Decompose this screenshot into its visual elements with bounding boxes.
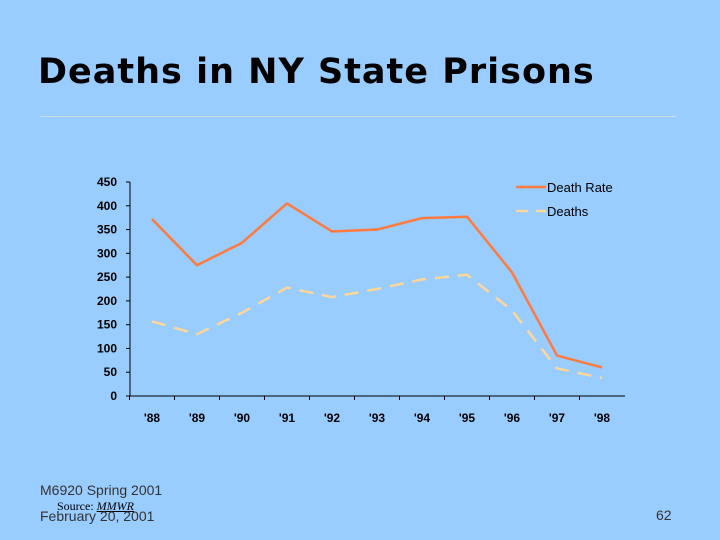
course-label: M6920 Spring 2001	[40, 482, 163, 498]
x-tick-label: '98	[594, 411, 611, 425]
x-tick-label: '88	[144, 411, 161, 425]
y-tick-labels: 450 400 350 300 250 200 150 100 50 0	[97, 175, 130, 403]
x-tick-label: '97	[549, 411, 566, 425]
y-tick-label: 250	[97, 270, 117, 284]
chart-legend: Death Rate Deaths	[516, 180, 613, 219]
y-tick-label: 100	[97, 341, 117, 355]
x-tick-label: '91	[279, 411, 296, 425]
x-tick-labels: '88 '89 '90 '91 '92 '93 '94 '95 '96 '97 '98	[129, 396, 611, 425]
series-line-death-rate	[151, 202, 603, 369]
y-tick-label: 300	[97, 246, 117, 260]
series-lines	[151, 202, 603, 380]
x-tick-label: '92	[324, 411, 341, 425]
x-tick-label: '89	[189, 411, 206, 425]
x-tick-label: '90	[234, 411, 251, 425]
y-tick-label: 200	[97, 294, 117, 308]
chart-axes	[129, 182, 625, 397]
title-divider	[40, 116, 676, 117]
page-number: 62	[656, 507, 672, 523]
y-tick-label: 450	[97, 175, 117, 189]
y-tick-label: 350	[97, 223, 117, 237]
series-line-deaths	[151, 273, 603, 380]
source-name: MMWR	[96, 499, 134, 513]
y-tick-label: 0	[110, 389, 117, 403]
date-label: February 20, 2001	[40, 508, 155, 524]
x-tick-label: '93	[369, 411, 386, 425]
source-label: Source:	[57, 499, 94, 513]
y-tick-label: 400	[97, 199, 117, 213]
y-tick-label: 50	[104, 365, 118, 379]
x-tick-label: '96	[504, 411, 521, 425]
legend-label: Death Rate	[547, 180, 613, 195]
y-tick-label: 150	[97, 318, 117, 332]
x-tick-label: '95	[459, 411, 476, 425]
source-citation: Source: MMWR	[57, 499, 134, 514]
legend-label: Deaths	[547, 204, 589, 219]
slide-title: Deaths in NY State Prisons	[38, 52, 595, 92]
x-tick-label: '94	[414, 411, 431, 425]
